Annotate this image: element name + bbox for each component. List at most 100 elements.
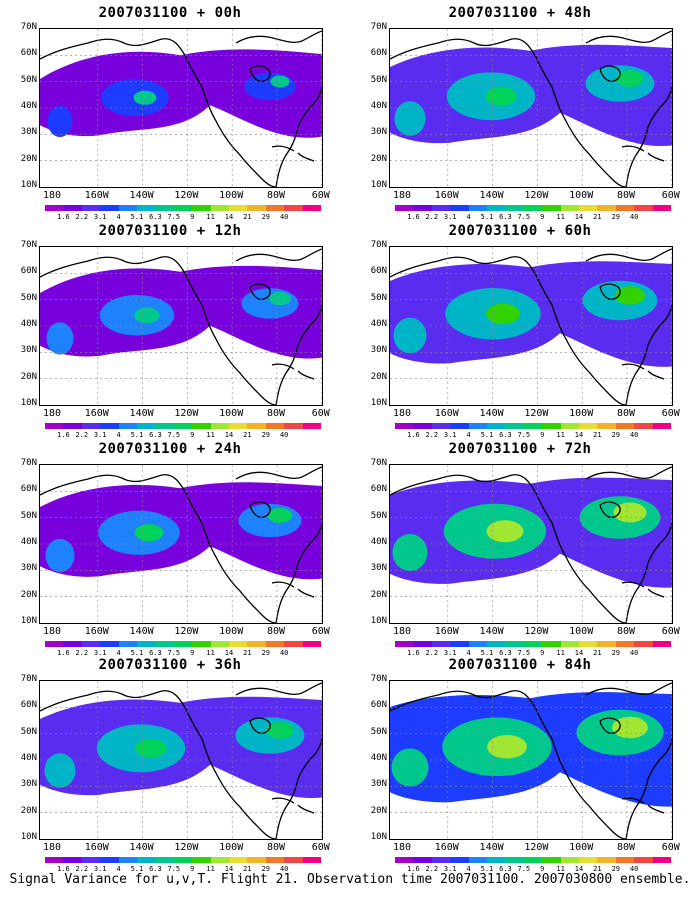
map-panel: 2007031100 + 12h 70N 60N 50N 40N 30N 20N 10N 180… [5, 223, 335, 441]
colorbar-label: 14 [574, 213, 584, 221]
lon-tick-label: 140W [479, 626, 504, 637]
colorbar-swatch [597, 641, 616, 647]
colorbar-swatch [210, 857, 230, 863]
colorbar-label: 4 [116, 431, 121, 439]
lon-tick-label: 180 [42, 626, 62, 637]
lat-tick-label: 40N [20, 537, 37, 547]
lat-tick-label: 50N [370, 726, 387, 737]
colorbar-swatch [431, 423, 451, 429]
variance-fill [390, 44, 672, 147]
map-panel: 2007031100 + 48h 70N 60N 50N 40N 30N 20N 10N 180… [355, 5, 685, 223]
map-panel: 2007031100 + 60h 70N 60N 50N 40N 30N 20N 10N 180… [355, 223, 685, 441]
lat-tick-label: 10N [370, 832, 387, 842]
colorbar-swatch [192, 857, 211, 863]
lon-tick-label: 120W [174, 626, 199, 637]
map-panel: 2007031100 + 84h 70N 60N 50N 40N 30N 20N 10N 180… [355, 657, 685, 875]
lon-tick-label: 140W [129, 190, 154, 201]
colorbar-labels: 1.6 2.2 3.1 4 5.1 6.3 7.5 9 11 14 21 29 40 [45, 649, 321, 659]
variance-fill [390, 477, 672, 588]
lat-tick-label: 70N [370, 674, 387, 684]
colorbar-swatch [652, 205, 672, 211]
lat-tick-label: 50N [20, 510, 37, 521]
colorbar-label: 29 [611, 649, 621, 657]
lon-tick-label: 80W [616, 842, 636, 853]
lat-tick-label: 20N [20, 371, 37, 382]
coastline [40, 466, 322, 623]
colorbar-swatch [597, 205, 616, 211]
colorbar-swatch [395, 205, 414, 211]
colorbar-swatch [487, 205, 506, 211]
variance-map [389, 246, 673, 406]
lon-tick-label: 60W [311, 842, 330, 853]
colorbar-swatch [615, 205, 635, 211]
colorbar-swatch [100, 857, 119, 863]
colorbar-label: 40 [279, 649, 289, 657]
colorbar-swatch [505, 423, 524, 429]
colorbar-label: 11 [556, 213, 565, 221]
lat-tick-label: 10N [20, 616, 37, 626]
colorbar-label: 9 [190, 213, 195, 221]
colorbar-label: 40 [279, 213, 289, 221]
lat-tick-label: 60N [20, 266, 37, 277]
colorbar-swatch [487, 641, 506, 647]
panel-title: 2007031100 + 48h [448, 5, 592, 21]
lat-tick-label: 60N [20, 700, 37, 711]
colorbar-labels: 1.6 2.2 3.1 4 5.1 6.3 7.5 9 11 14 21 29 40 [395, 865, 671, 875]
colorbar-label: 40 [629, 431, 639, 439]
panel-title: 2007031100 + 12h [98, 223, 242, 239]
colorbar-swatch [100, 205, 119, 211]
grid-lines [40, 681, 322, 839]
colorbar-swatch [155, 857, 174, 863]
colorbar-swatch [284, 857, 303, 863]
colorbar-label: 4 [466, 431, 471, 439]
colorbar-swatch [302, 641, 322, 647]
colorbar-swatch [45, 641, 64, 647]
colorbar-label: 11 [556, 431, 565, 439]
coastline [40, 682, 322, 839]
colorbar-swatch [579, 423, 598, 429]
colorbar-labels: 1.6 2.2 3.1 4 5.1 6.3 7.5 9 11 14 21 29 40 [45, 213, 321, 223]
lat-tick-label: 30N [370, 127, 387, 138]
lon-tick-label: 180 [392, 842, 412, 853]
variance-fill [390, 692, 672, 807]
lon-tick-label: 160W [84, 190, 109, 201]
lon-tick-label: 80W [266, 842, 286, 853]
colorbar-swatch [173, 857, 193, 863]
lon-tick-label: 140W [479, 842, 504, 853]
lon-tick-label: 140W [129, 626, 154, 637]
lat-tick-label: 60N [370, 484, 387, 495]
lat-tick-label: 20N [20, 589, 37, 600]
colorbar-swatch [450, 205, 469, 211]
colorbar-label: 9 [540, 213, 545, 221]
colorbar-label: 3.1 [443, 213, 457, 221]
colorbar-swatch [45, 857, 64, 863]
colorbar-swatch [155, 205, 174, 211]
lat-tick-label: 10N [20, 398, 37, 408]
figure-caption: Signal Variance for u,v,T. Flight 21. Ob… [9, 872, 691, 887]
lon-tick-label: 60W [661, 626, 680, 637]
colorbar-swatch [173, 641, 193, 647]
colorbar-swatch [137, 205, 156, 211]
colorbar-swatch [523, 423, 543, 429]
lon-tick-label: 100W [219, 190, 244, 201]
lon-tick-label: 180 [392, 408, 412, 419]
colorbar-swatch [155, 423, 174, 429]
colorbar-label: 9 [190, 431, 195, 439]
coastline [40, 30, 322, 187]
colorbar-label: 7.5 [167, 213, 181, 221]
panel-title: 2007031100 + 60h [448, 223, 592, 239]
colorbar-label: 14 [224, 213, 234, 221]
variance-map [39, 464, 323, 624]
colorbar-label: 29 [261, 431, 271, 439]
variance-fill [390, 261, 672, 367]
lat-tick-label: 40N [370, 537, 387, 547]
colorbar-swatch [155, 641, 174, 647]
colorbar-label: 3.1 [93, 213, 107, 221]
lat-tick-label: 40N [370, 753, 387, 763]
colorbar-label: 3.1 [443, 865, 457, 873]
lat-tick-label: 70N [370, 458, 387, 468]
colorbar-label: 1.6 [407, 431, 420, 439]
colorbar-label: 3.1 [443, 431, 457, 439]
colorbar-labels: 1.6 2.2 3.1 4 5.1 6.3 7.5 9 11 14 21 29 40 [395, 213, 671, 223]
lon-tick-label: 80W [266, 626, 286, 637]
